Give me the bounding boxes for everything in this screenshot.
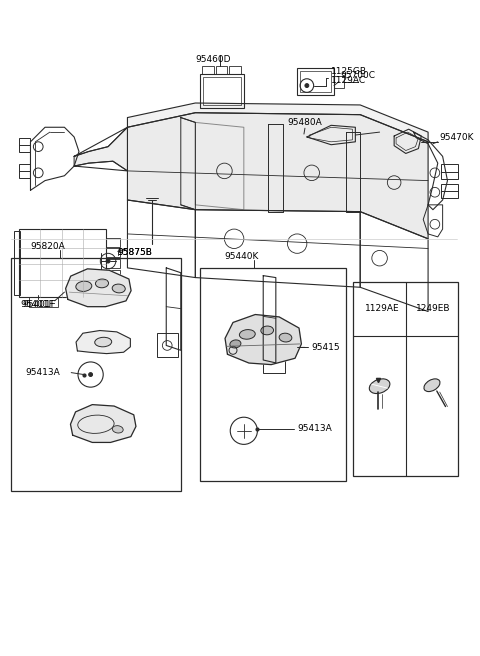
Text: 1249EB: 1249EB xyxy=(416,304,450,313)
Bar xyxy=(203,77,241,105)
Ellipse shape xyxy=(424,379,440,392)
Bar xyxy=(334,76,344,87)
Bar xyxy=(19,164,31,178)
Bar xyxy=(11,258,181,491)
Bar xyxy=(19,138,31,152)
Ellipse shape xyxy=(96,279,108,288)
Bar xyxy=(300,71,331,92)
Polygon shape xyxy=(76,331,131,354)
Text: 95700C: 95700C xyxy=(341,72,376,81)
Ellipse shape xyxy=(76,281,92,291)
Text: 95413A: 95413A xyxy=(297,424,332,434)
Ellipse shape xyxy=(369,379,390,394)
Circle shape xyxy=(305,83,309,87)
Bar xyxy=(263,358,285,373)
Bar xyxy=(353,283,458,476)
Bar xyxy=(441,164,458,178)
Text: 1129AE: 1129AE xyxy=(365,304,400,313)
Polygon shape xyxy=(225,314,301,365)
Bar xyxy=(14,231,20,295)
Text: 95480A: 95480A xyxy=(288,118,322,127)
Ellipse shape xyxy=(240,329,255,339)
Polygon shape xyxy=(71,405,136,442)
Text: 95820A: 95820A xyxy=(31,242,65,251)
Text: 95440K: 95440K xyxy=(225,252,259,260)
Bar xyxy=(19,229,106,297)
Ellipse shape xyxy=(95,337,112,347)
Polygon shape xyxy=(128,103,428,142)
Bar xyxy=(106,259,120,268)
Bar xyxy=(216,66,228,74)
Text: 95413A: 95413A xyxy=(25,368,60,377)
Bar xyxy=(106,249,120,257)
Bar xyxy=(106,270,120,279)
Circle shape xyxy=(89,373,93,377)
Bar xyxy=(28,297,58,306)
Bar xyxy=(229,66,241,74)
Text: 95460D: 95460D xyxy=(195,55,231,64)
Bar xyxy=(297,68,334,95)
Bar xyxy=(106,281,120,289)
Bar xyxy=(202,66,214,74)
Circle shape xyxy=(106,259,110,263)
Ellipse shape xyxy=(279,333,292,342)
Polygon shape xyxy=(128,113,428,239)
Bar xyxy=(441,184,458,198)
Bar xyxy=(200,74,244,108)
Bar xyxy=(106,238,120,247)
Ellipse shape xyxy=(230,340,241,348)
Text: 95415: 95415 xyxy=(312,343,340,352)
Text: 95875B: 95875B xyxy=(118,248,153,257)
Text: 1129AC: 1129AC xyxy=(331,76,366,85)
Text: 1125GB: 1125GB xyxy=(331,68,367,77)
Ellipse shape xyxy=(112,426,123,433)
Polygon shape xyxy=(66,269,131,306)
Text: 95401F: 95401F xyxy=(23,300,57,309)
Text: 95875B: 95875B xyxy=(118,248,153,257)
Polygon shape xyxy=(74,127,128,171)
Ellipse shape xyxy=(112,284,125,293)
Ellipse shape xyxy=(261,326,274,335)
Bar xyxy=(156,333,178,357)
Text: 95401F: 95401F xyxy=(21,300,55,309)
Bar xyxy=(200,268,346,482)
Text: 95470K: 95470K xyxy=(440,133,474,142)
